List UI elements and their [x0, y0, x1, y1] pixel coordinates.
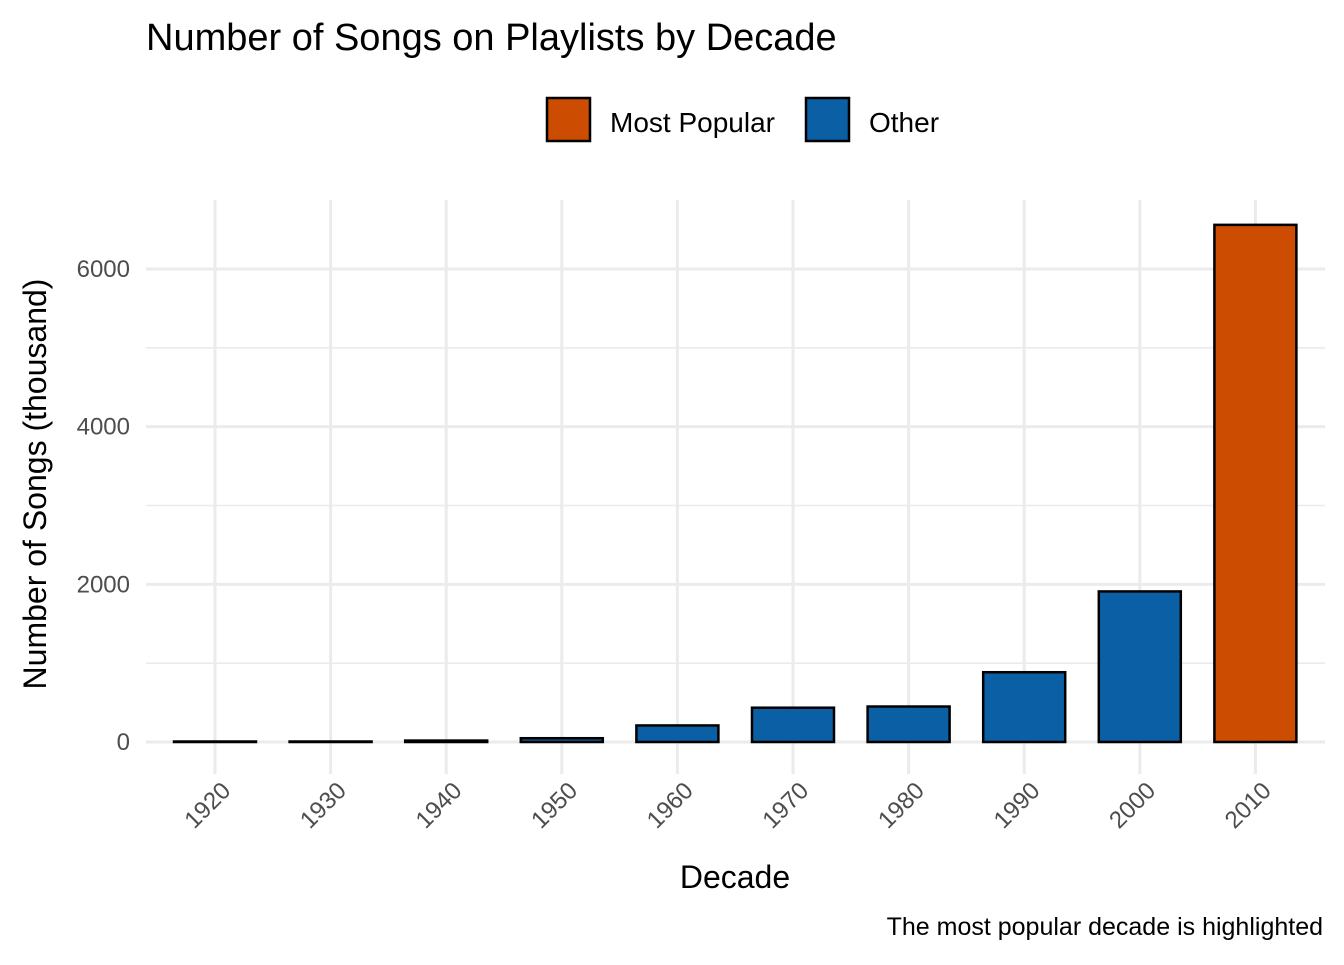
x-tick-label: 1960 — [642, 777, 699, 834]
x-tick-label: 2010 — [1220, 777, 1277, 834]
bar-2000 — [1097, 590, 1183, 744]
legend-label-most-popular: Most Popular — [610, 107, 775, 138]
x-axis-ticks: 1920 1930 1940 1950 1960 1970 1980 1990 2000 2010 — [179, 777, 1276, 834]
y-tick-label: 0 — [117, 729, 130, 756]
bars — [172, 223, 1298, 744]
bar-1950 — [519, 736, 605, 744]
legend: Most Popular Other — [545, 96, 939, 143]
x-tick-label: 1930 — [295, 777, 352, 834]
chart-title: Number of Songs on Playlists by Decade — [146, 17, 837, 59]
y-tick-label: 2000 — [77, 571, 130, 598]
bar-1960 — [635, 724, 720, 744]
bar-1970 — [750, 706, 836, 744]
x-tick-label: 1950 — [526, 777, 583, 834]
legend-swatch-most-popular — [545, 96, 592, 143]
bar-1930 — [288, 740, 373, 744]
y-axis-ticks: 0 2000 4000 6000 — [77, 256, 130, 756]
y-tick-label: 6000 — [77, 256, 130, 283]
x-tick-label: 1980 — [873, 777, 930, 834]
bar-2010 — [1213, 223, 1298, 744]
bar-1980 — [866, 705, 951, 744]
bar-1990 — [981, 670, 1067, 744]
x-tick-label: 2000 — [1104, 777, 1161, 834]
bar-1920 — [172, 740, 258, 744]
legend-label-other: Other — [869, 107, 939, 138]
x-tick-label: 1990 — [989, 777, 1046, 834]
x-tick-label: 1970 — [757, 777, 814, 834]
legend-swatch-other — [804, 96, 851, 143]
chart-caption: The most popular decade is highlighted — [887, 913, 1323, 941]
x-axis-title: Decade — [680, 859, 790, 895]
bar-1940 — [403, 739, 489, 744]
x-tick-label: 1940 — [411, 777, 468, 834]
x-tick-label: 1920 — [179, 777, 236, 834]
y-tick-label: 4000 — [77, 414, 130, 441]
grid — [146, 200, 1325, 774]
y-axis-title: Number of Songs (thousand) — [17, 279, 53, 690]
